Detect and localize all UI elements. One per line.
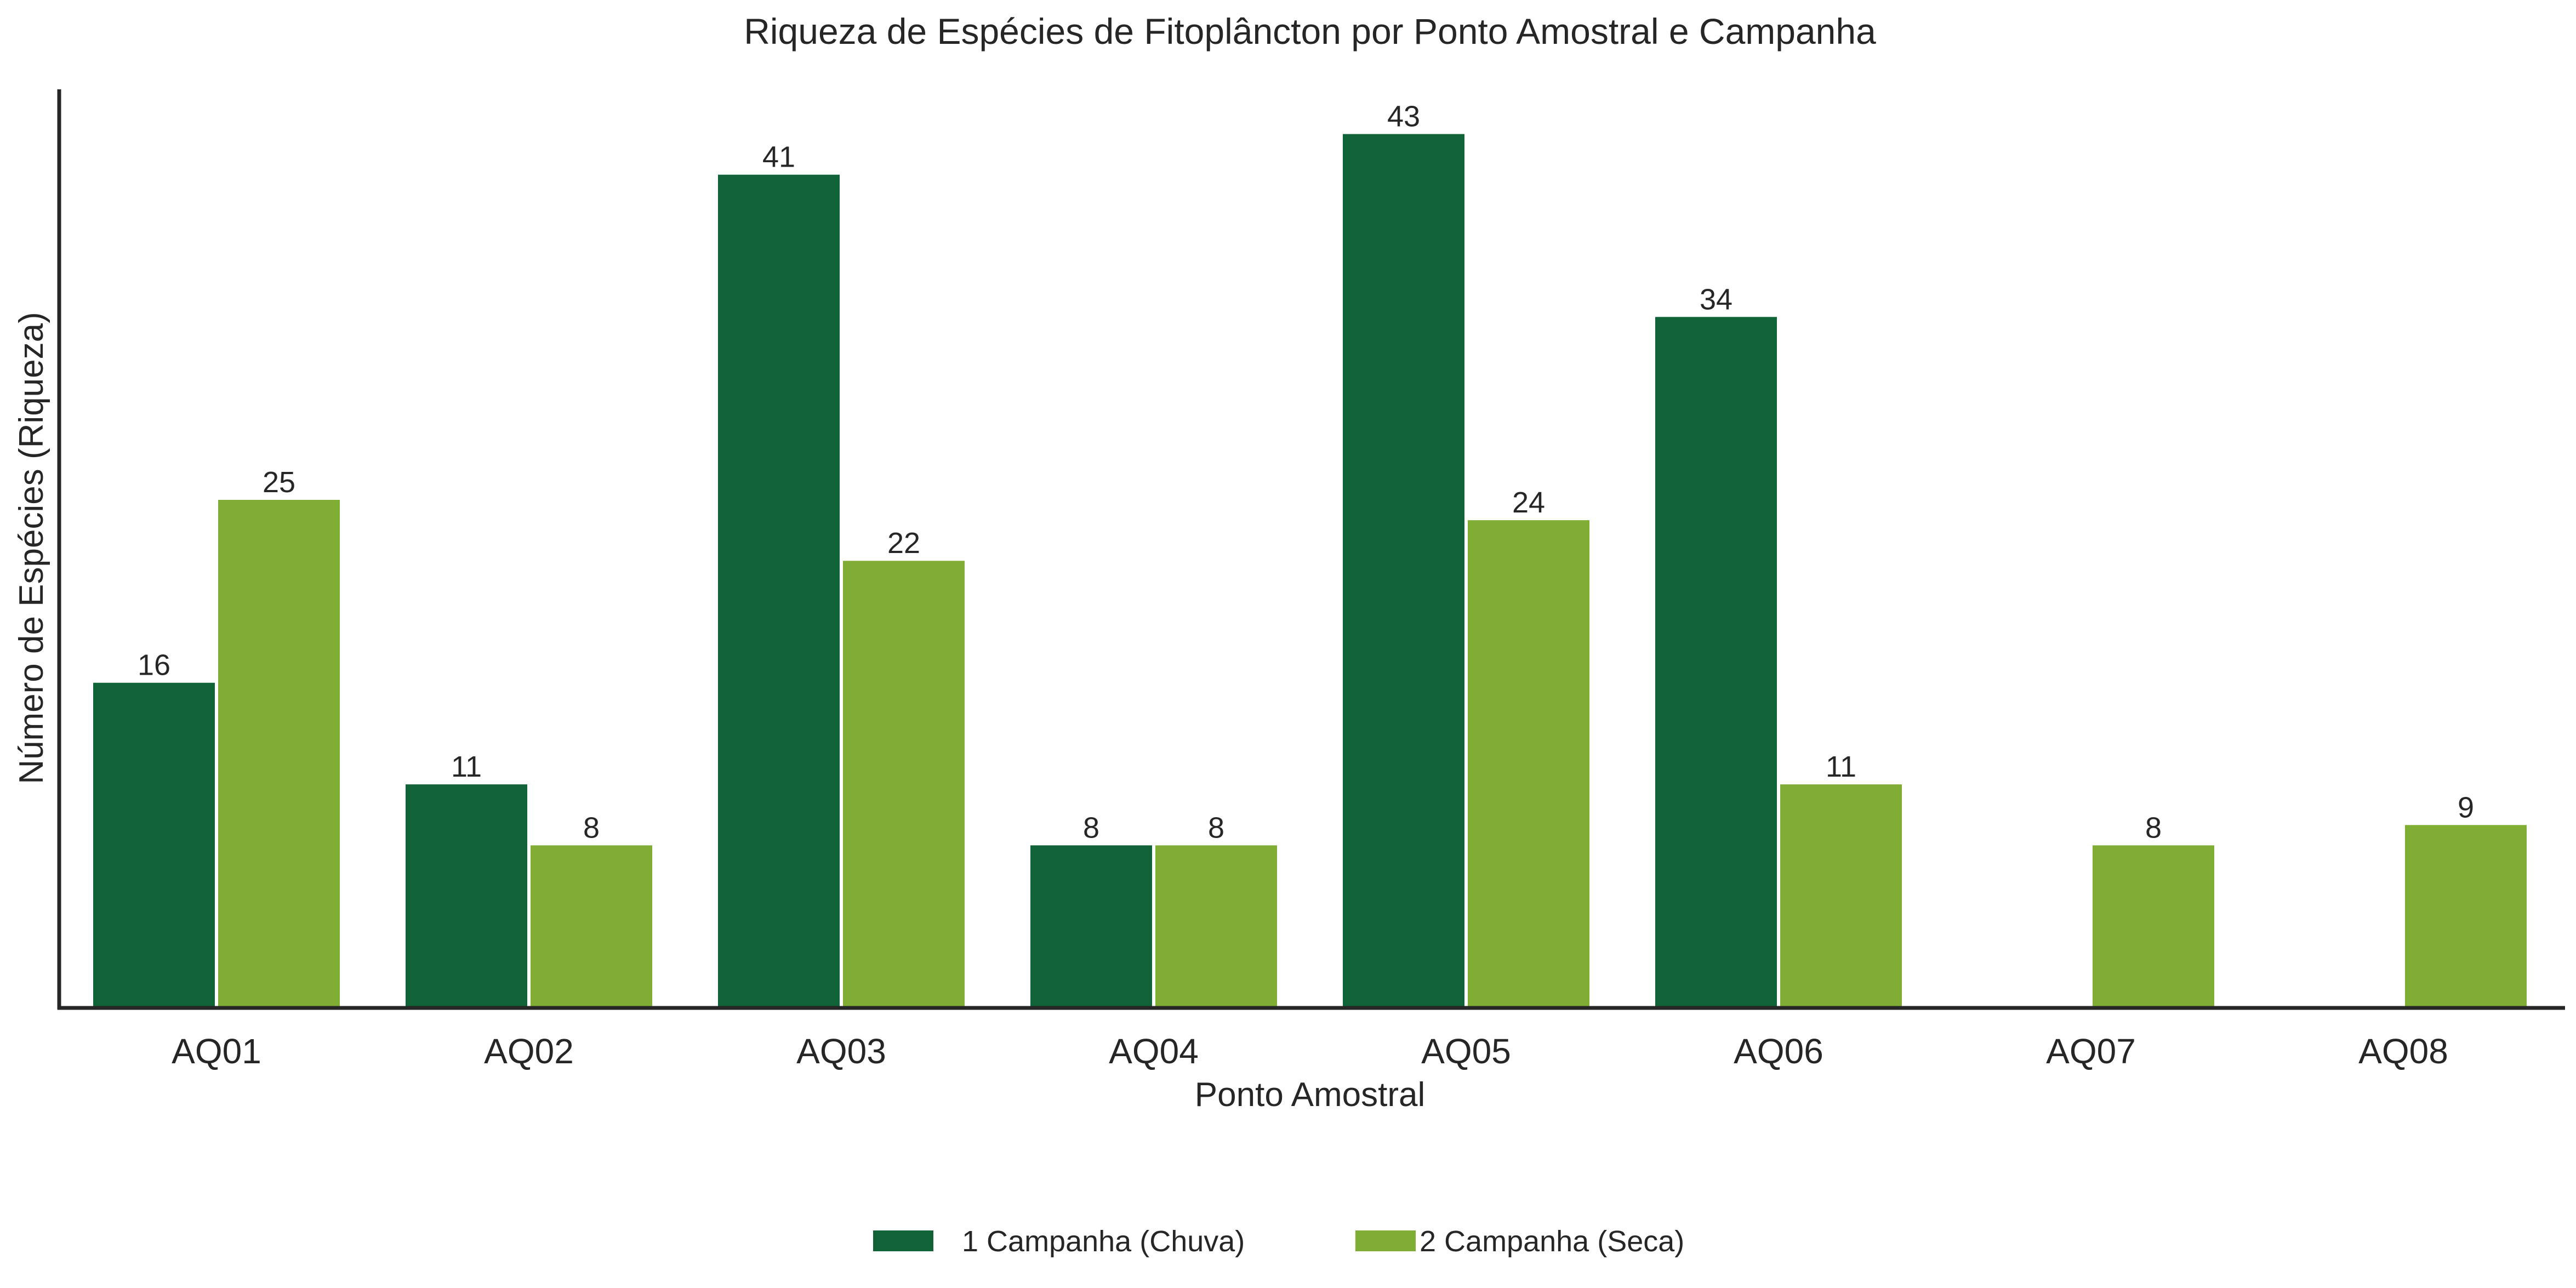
bar-aq02-series-1 bbox=[406, 784, 527, 1008]
chart-title: Riqueza de Espécies de Fitoplâncton por … bbox=[744, 11, 1876, 52]
x-tick-label-aq02: AQ02 bbox=[484, 1031, 574, 1071]
data-label-aq02-series-2: 8 bbox=[583, 811, 600, 844]
x-axis-label: Ponto Amostral bbox=[1195, 1076, 1425, 1114]
bar-aq03-series-2 bbox=[843, 561, 965, 1008]
bar-aq01-series-1 bbox=[93, 682, 215, 1008]
x-tick-label-aq07: AQ07 bbox=[2046, 1031, 2136, 1071]
data-label-aq04-series-2: 8 bbox=[1208, 811, 1224, 844]
y-axis-label: Número de Espécies (Riqueza) bbox=[13, 312, 50, 784]
x-tick-label-aq03: AQ03 bbox=[796, 1031, 886, 1071]
bar-aq05-series-1 bbox=[1343, 134, 1464, 1008]
bar-aq04-series-2 bbox=[1155, 845, 1277, 1008]
bar-aq06-series-2 bbox=[1780, 784, 1902, 1008]
bar-aq05-series-2 bbox=[1468, 520, 1589, 1008]
bar-aq06-series-1 bbox=[1655, 317, 1777, 1008]
legend-label-series-2: 2 Campanha (Seca) bbox=[1420, 1225, 1684, 1258]
x-tick-label-aq01: AQ01 bbox=[172, 1031, 261, 1071]
data-label-aq03-series-2: 22 bbox=[887, 527, 920, 560]
x-tick-label-aq06: AQ06 bbox=[1734, 1031, 1823, 1071]
bar-aq01-series-2 bbox=[218, 500, 340, 1008]
bars-group bbox=[93, 134, 2527, 1008]
data-labels-group: 16 25 11 8 41 22 8 8 43 24 34 11 8 9 bbox=[138, 100, 2474, 845]
legend-swatch-series-1 bbox=[873, 1230, 933, 1251]
x-tick-label-aq05: AQ05 bbox=[1421, 1031, 1511, 1071]
legend-label-series-1: 1 Campanha (Chuva) bbox=[962, 1225, 1245, 1258]
bar-aq08-series-2 bbox=[2405, 825, 2527, 1008]
bar-aq02-series-2 bbox=[531, 845, 652, 1008]
bar-aq07-series-2 bbox=[2093, 845, 2214, 1008]
data-label-aq03-series-1: 41 bbox=[762, 141, 795, 174]
data-label-aq07-series-2: 8 bbox=[2145, 811, 2162, 844]
legend-swatch-series-2 bbox=[1355, 1230, 1416, 1251]
bar-aq03-series-1 bbox=[718, 174, 840, 1008]
data-label-aq08-series-2: 9 bbox=[2458, 791, 2474, 824]
data-label-aq05-series-1: 43 bbox=[1387, 100, 1420, 133]
x-tick-label-aq08: AQ08 bbox=[2358, 1031, 2448, 1071]
data-label-aq01-series-1: 16 bbox=[138, 649, 170, 682]
data-label-aq05-series-2: 24 bbox=[1512, 486, 1545, 519]
data-label-aq06-series-2: 11 bbox=[1826, 750, 1856, 783]
legend: 1 Campanha (Chuva) 2 Campanha (Seca) bbox=[873, 1225, 1684, 1258]
x-tick-labels-group: AQ01 AQ02 AQ03 AQ04 AQ05 AQ06 AQ07 AQ08 bbox=[172, 1031, 2448, 1071]
data-label-aq06-series-1: 34 bbox=[1700, 283, 1732, 316]
x-tick-label-aq04: AQ04 bbox=[1109, 1031, 1199, 1071]
data-label-aq01-series-2: 25 bbox=[263, 466, 295, 499]
data-label-aq04-series-1: 8 bbox=[1083, 811, 1099, 844]
data-label-aq02-series-1: 11 bbox=[451, 750, 482, 783]
bar-aq04-series-1 bbox=[1030, 845, 1152, 1008]
